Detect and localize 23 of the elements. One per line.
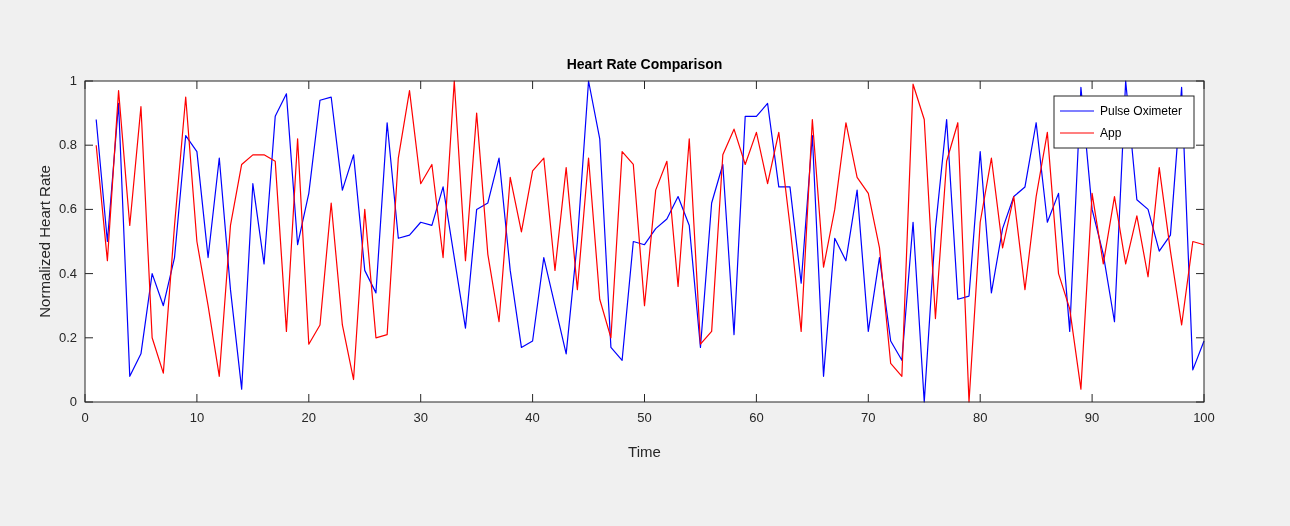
- chart-title: Heart Rate Comparison: [566, 56, 723, 72]
- legend-label: Pulse Oximeter: [1100, 104, 1183, 118]
- x-axis-title: Time: [628, 443, 661, 460]
- line-series: [95, 80, 1205, 403]
- y-tick-label: 0.2: [58, 329, 77, 345]
- x-tick-label: 10: [189, 410, 205, 425]
- y-tick-label: 1: [69, 73, 77, 88]
- y-tick-label: 0.4: [58, 265, 77, 281]
- y-tick-label: 0: [69, 394, 77, 409]
- legend-label: App: [1100, 126, 1122, 140]
- x-tick-label: 50: [637, 410, 652, 425]
- x-tick-label: 90: [1084, 410, 1100, 425]
- y-axis-title: Normalized Heart Rate: [36, 165, 53, 318]
- x-tick-label: 0: [81, 410, 89, 425]
- x-tick-label: 60: [749, 410, 764, 425]
- y-tick-label: 0.8: [58, 137, 77, 153]
- x-tick-label: 20: [301, 410, 317, 425]
- x-tick-label: 100: [1193, 410, 1215, 425]
- x-tick-label: 30: [413, 410, 428, 425]
- y-tick-label: 0.6: [58, 201, 77, 217]
- x-tick-label: 40: [525, 410, 540, 425]
- x-tick-label: 80: [972, 410, 988, 425]
- x-tick-label: 70: [861, 410, 876, 425]
